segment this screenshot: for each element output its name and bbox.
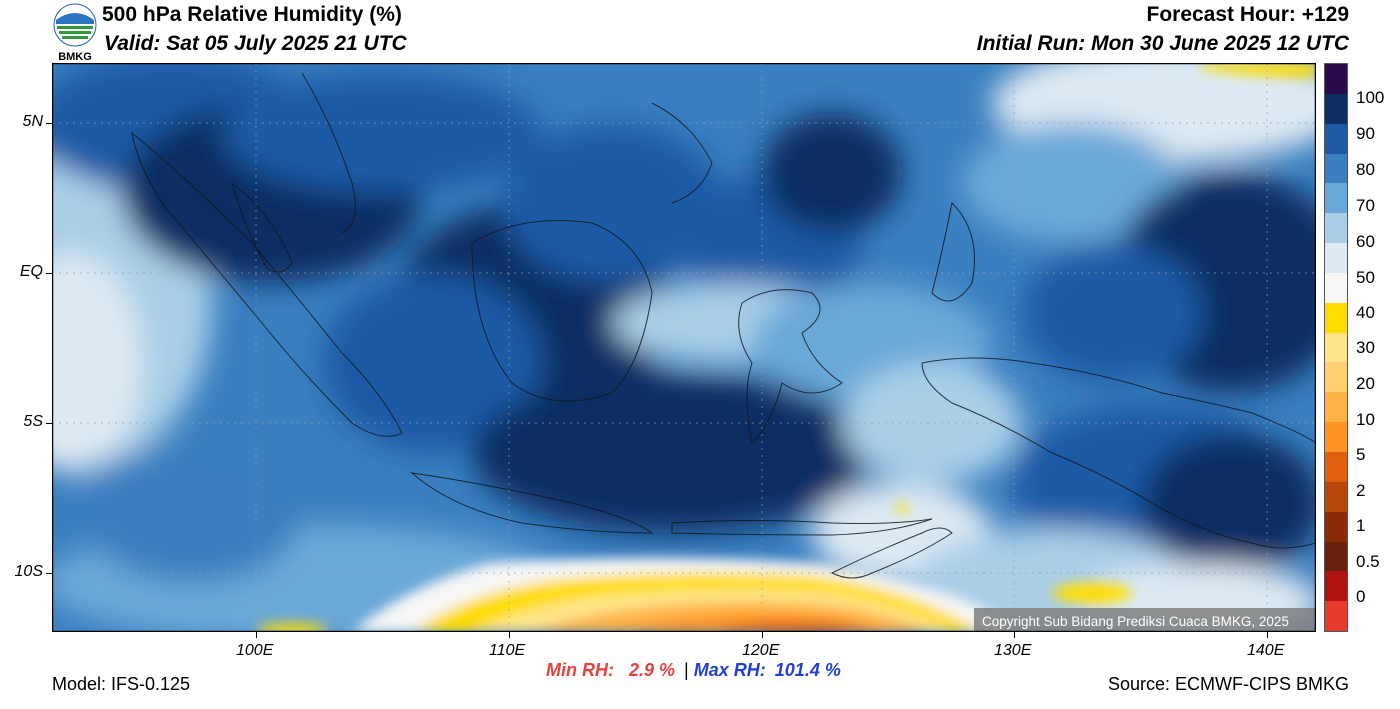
lon-label-110e: 110E [489,642,526,659]
initial-run: Initial Run: Mon 30 June 2025 12 UTC [976,32,1349,55]
lon-label-100e: 100E [236,642,274,659]
colorbar-swatch [1325,153,1347,184]
colorbar-label: 70 [1356,196,1375,215]
lon-tick [1014,632,1015,638]
map-title: 500 hPa Relative Humidity (%) [102,3,402,26]
lat-tick [46,123,52,124]
lon-tick [1267,632,1268,638]
colorbar [1324,63,1348,632]
bmkg-logo: BMKG [52,2,98,63]
colorbar-swatch [1325,422,1347,452]
colorbar-swatch [1325,511,1347,542]
graticule [52,63,1316,632]
lon-tick [509,632,510,638]
max-rh-value: 101.4 % [774,660,841,680]
lat-tick [46,423,52,424]
colorbar-swatch [1325,213,1347,244]
copyright-text: Copyright Sub Bidang Prediksi Cuaca BMKG… [982,614,1289,629]
colorbar-swatch [1325,123,1347,154]
colorbar-label: 60 [1356,232,1375,251]
colorbar-swatch [1325,93,1347,124]
lat-tick [46,273,52,274]
logo-text: BMKG [58,51,92,63]
colorbar-swatch [1325,541,1347,572]
colorbar-label: 5 [1356,445,1366,464]
rh-extremes: Min RH: 2.9 % | Max RH: 101.4 % [546,660,841,681]
colorbar-label: 50 [1356,268,1375,287]
colorbar-label: 0.5 [1356,552,1380,571]
coastlines [131,72,1316,579]
rh-separator: | [684,660,689,680]
lat-label-eq: EQ [19,263,43,280]
colorbar-swatch [1325,392,1347,423]
colorbar-swatch [1325,601,1347,632]
colorbar-swatch [1325,183,1347,214]
colorbar-swatch [1325,243,1347,273]
bmkg-logo-emblem [53,3,97,47]
lat-label-5n: 5N [22,113,43,130]
min-rh-label: Min RH: [546,660,614,680]
colorbar-label: 2 [1356,481,1366,500]
colorbar-swatch [1325,481,1347,512]
lat-tick [46,573,52,574]
colorbar-label: 20 [1356,374,1375,393]
colorbar-swatch [1325,272,1347,303]
colorbar-swatch [1325,571,1347,602]
colorbar-label: 40 [1356,303,1375,322]
lat-label-5s: 5S [23,413,43,430]
lon-label-130e: 130E [994,642,1032,659]
dry-region [257,63,1316,632]
lat-label-10s: 10S [14,563,43,580]
lon-tick [762,632,763,638]
colorbar-swatch [1325,362,1347,393]
model-label: Model: IFS-0.125 [52,674,191,694]
lon-label-140e: 140E [1247,642,1285,659]
colorbar-swatch [1325,64,1347,94]
colorbar-label: 90 [1356,124,1375,143]
colorbar-swatch [1325,451,1347,482]
humidity-map: Copyright Sub Bidang Prediksi Cuaca BMKG… [52,63,1316,632]
map-frame [52,63,1316,632]
copyright-box [974,608,1316,632]
colorbar-labels: 100 90 80 70 60 50 40 30 20 10 5 2 1 0.5 0 [1356,0,1396,709]
lon-tick [256,632,257,638]
valid-time: Valid: Sat 05 July 2025 21 UTC [104,32,407,55]
colorbar-swatch [1325,302,1347,333]
colorbar-label: 0 [1356,587,1366,606]
max-rh-label: Max RH: [693,660,766,680]
colorbar-label: 1 [1356,516,1366,535]
colorbar-swatch [1325,332,1347,363]
colorbar-label: 30 [1356,338,1375,357]
source-label: Source: ECMWF-CIPS BMKG [1107,674,1349,694]
colorbar-label: 100 [1356,88,1385,107]
forecast-hour: Forecast Hour: +129 [1146,3,1350,26]
colorbar-label: 10 [1356,410,1375,429]
colorbar-label: 80 [1356,160,1375,179]
min-rh-value: 2.9 % [629,660,676,680]
lon-label-120e: 120E [742,642,780,659]
